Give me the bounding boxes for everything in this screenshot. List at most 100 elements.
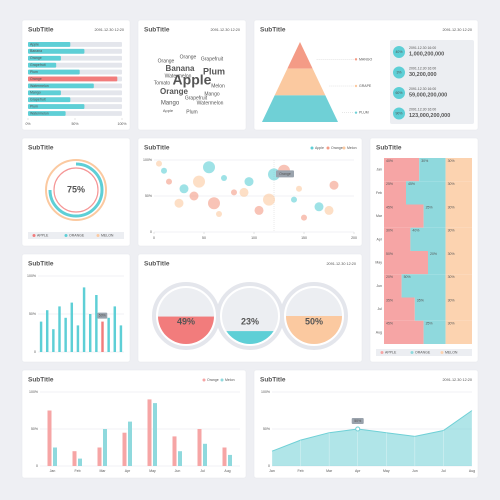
bar	[53, 447, 57, 466]
segment-label: 30%	[448, 205, 455, 209]
x-tick-label: 50%	[71, 122, 78, 126]
bar	[39, 321, 43, 352]
bar-label: Orange	[30, 77, 42, 81]
y-tick-label: Apr	[377, 237, 383, 241]
segment-label: 45%	[386, 322, 393, 326]
legend-box	[376, 349, 472, 356]
pyramid-layer	[274, 68, 326, 96]
segment-label: 30%	[448, 182, 455, 186]
panel-date: 2091.12.30 12:20	[326, 262, 356, 266]
bar	[153, 403, 157, 466]
stacked-segment	[445, 158, 472, 182]
scatter-point	[216, 211, 222, 217]
bar	[107, 317, 110, 352]
bar-label: Apple	[30, 42, 39, 46]
word: Orange	[160, 87, 189, 96]
stacked-segment	[384, 181, 406, 205]
bar-label: Watermelon	[30, 111, 49, 115]
x-tick-label: 100%	[118, 122, 127, 126]
bar-label: Plum	[30, 105, 38, 109]
ring-track	[53, 167, 99, 213]
item-badge	[393, 107, 405, 120]
bar-label: Mango	[30, 91, 41, 95]
y-tick-label: 100%	[29, 390, 38, 394]
item-date: 2091.12.30 16:00	[409, 107, 436, 111]
bar	[122, 432, 127, 466]
y-tick-label: Jun	[376, 284, 382, 288]
stacked-segment	[384, 297, 415, 321]
gauge-bg	[222, 288, 278, 344]
item-badge	[393, 66, 405, 79]
segment-label: 30%	[448, 298, 455, 302]
stacked-segment	[406, 181, 446, 205]
x-tick-label: Aug	[469, 469, 475, 473]
legend-swatch	[64, 234, 68, 237]
scatter-point	[324, 205, 334, 215]
scatter-point	[203, 161, 215, 174]
legend-swatch	[410, 351, 414, 354]
list-box	[390, 40, 474, 124]
x-tick-label: 200	[351, 236, 357, 240]
segment-label: 30%	[421, 159, 428, 163]
bar	[52, 329, 55, 352]
panel-title: SubTitle	[260, 27, 286, 34]
y-tick-label: 50%	[145, 194, 152, 198]
bar-label: Watermelon	[30, 84, 49, 88]
word: Plum	[203, 66, 225, 76]
y-tick-label: 0	[36, 464, 38, 468]
stacked-segment	[384, 158, 420, 182]
x-tick-label: Apr	[125, 469, 131, 473]
panel-title: SubTitle	[28, 145, 54, 152]
item-badge-label: 90%	[395, 111, 402, 115]
legend-label: PLUM	[359, 111, 369, 115]
legend-label: Apple	[315, 146, 324, 150]
y-tick-label: 50%	[29, 312, 36, 316]
scatter-point	[244, 177, 254, 187]
area-line	[271, 410, 473, 452]
panel-title: SubTitle	[260, 377, 286, 384]
bar	[147, 399, 152, 466]
panel-title: SubTitle	[144, 27, 170, 34]
bar	[95, 295, 98, 352]
panel-title: SubTitle	[28, 27, 54, 34]
panel-date: 2091.12.30 12:20	[94, 28, 124, 32]
bar-label: Plum	[30, 70, 38, 74]
legend-label: ORANGE	[69, 233, 85, 237]
panel-title: SubTitle	[376, 145, 402, 152]
bar	[28, 90, 61, 96]
bar	[64, 317, 67, 352]
segment-label: 20%	[430, 252, 437, 256]
bar-label: Grapefruit	[30, 98, 46, 102]
legend-label: Melon	[225, 378, 235, 382]
bar	[119, 325, 123, 352]
item-date: 2091.12.30 16:00	[409, 66, 436, 70]
bar	[45, 310, 49, 352]
panel	[21, 369, 247, 479]
word: Watermelon	[165, 73, 192, 79]
scatter-point	[329, 180, 339, 190]
bar	[28, 62, 57, 68]
stacked-segment	[445, 297, 472, 321]
item-badge-label: 60%	[395, 91, 402, 95]
bar	[28, 55, 61, 61]
segment-label: 35%	[386, 298, 393, 302]
bar	[128, 421, 132, 466]
scatter-point	[161, 167, 167, 174]
bar	[47, 410, 52, 466]
word: Apple	[173, 72, 212, 88]
legend-label: Orange	[331, 146, 343, 150]
legend-swatch	[440, 351, 444, 354]
segment-label: 40%	[412, 229, 419, 233]
donut-label: 75%	[67, 184, 85, 194]
stacked-segment	[423, 204, 446, 228]
scatter-point	[174, 198, 184, 208]
scatter-point	[156, 160, 162, 167]
legend-swatch	[310, 146, 314, 150]
item-badge-label: 3%	[396, 70, 401, 74]
segment-label: 25%	[426, 205, 433, 209]
scatter-point	[193, 175, 205, 188]
stacked-segment	[414, 297, 446, 321]
panel-date: 2091.12.30 12:20	[442, 378, 472, 382]
stacked-segment	[423, 320, 446, 344]
